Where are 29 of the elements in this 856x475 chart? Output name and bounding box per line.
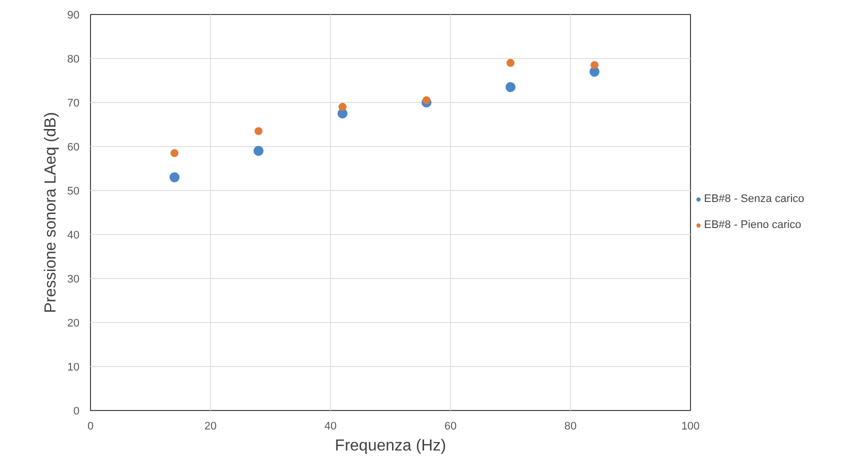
point (506, 82, 516, 92)
y-tick-label: 20 (67, 318, 80, 330)
y-tick-label: 80 (67, 54, 80, 66)
x-axis-title: Frequenza (Hz) (334, 438, 446, 454)
legend-label: EB#8 - Senza carico (704, 193, 804, 205)
point (590, 61, 598, 70)
legend-label: EB#8 - Pieno carico (704, 219, 802, 231)
point (170, 172, 180, 182)
y-tick-label: 90 (67, 10, 80, 22)
x-tick-label: 0 (87, 420, 94, 432)
y-axis-title: Pressione sonora LAeq (dB) (42, 112, 60, 313)
y-tick-label: 50 (67, 186, 80, 198)
point (338, 102, 346, 111)
y-tick-label: 0 (73, 406, 80, 418)
point (170, 149, 178, 158)
y-tick-label: 60 (67, 142, 80, 154)
point (254, 146, 264, 156)
x-tick-label: 20 (204, 420, 217, 432)
x-tick-label: 40 (324, 420, 337, 432)
y-tick-label: 10 (67, 362, 80, 374)
y-tick-label: 70 (67, 98, 80, 110)
point (254, 127, 262, 136)
x-tick-label: 60 (444, 420, 457, 432)
x-tick-label: 80 (564, 420, 577, 432)
point (422, 96, 430, 104)
y-tick-label: 30 (67, 274, 80, 286)
y-tick-label: 40 (67, 230, 80, 242)
point (506, 58, 514, 67)
x-tick-label: 100 (681, 420, 700, 432)
